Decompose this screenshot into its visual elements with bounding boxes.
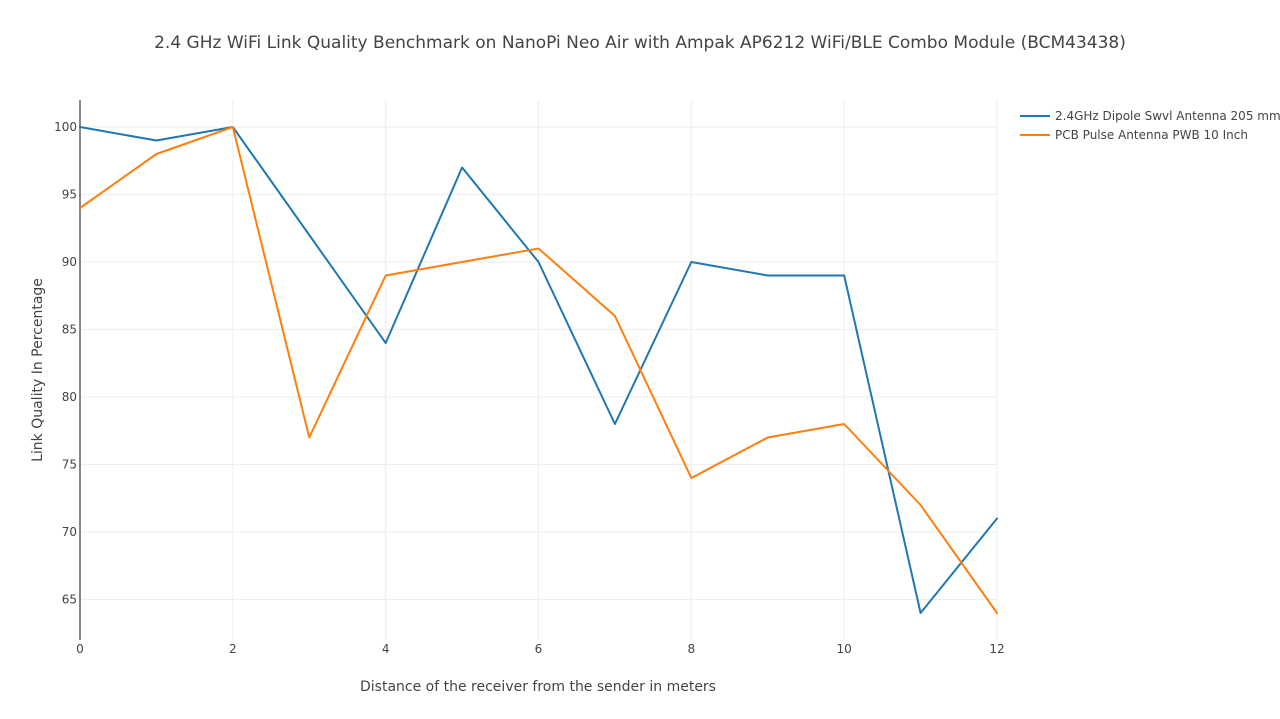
y-tick-label: 95 [62,188,77,202]
y-tick-label: 85 [62,323,77,337]
y-tick-label: 70 [62,525,77,539]
y-tick-label: 65 [62,593,77,607]
series-line-2[interactable] [79,126,998,614]
chart-title: 2.4 GHz WiFi Link Quality Benchmark on N… [154,33,1126,53]
y-tick-label: 100 [54,120,77,134]
x-tick-label: 6 [535,642,543,656]
y-tick-label: 75 [62,458,77,472]
x-axis-title: Distance of the receiver from the sender… [360,679,716,695]
data-series [79,126,998,614]
y-tick-label: 90 [62,255,77,269]
x-tick-label: 4 [382,642,390,656]
x-tick-label: 12 [989,642,1004,656]
x-tick-label: 2 [229,642,237,656]
y-axis-title: Link Quality In Percentage [30,278,46,462]
x-tick-label: 10 [837,642,852,656]
x-tick-label: 0 [76,642,84,656]
grid-lines [80,100,998,640]
legend-label-series-1: 2.4GHz Dipole Swvl Antenna 205 mm [1055,108,1280,123]
legend-swatch-series-2 [1020,133,1050,136]
legend-item-series-1[interactable]: 2.4GHz Dipole Swvl Antenna 205 mm [1020,106,1280,125]
legend-item-series-2[interactable]: PCB Pulse Antenna PWB 10 Inch [1020,125,1280,144]
legend-label-series-2: PCB Pulse Antenna PWB 10 Inch [1055,127,1248,142]
y-tick-label: 80 [62,390,77,404]
legend: 2.4GHz Dipole Swvl Antenna 205 mm PCB Pu… [1020,106,1280,144]
legend-swatch-series-1 [1020,114,1050,117]
x-tick-label: 8 [688,642,696,656]
tick-labels: 0 2 4 6 8 10 12 65 70 75 80 85 90 95 100 [54,120,1005,656]
